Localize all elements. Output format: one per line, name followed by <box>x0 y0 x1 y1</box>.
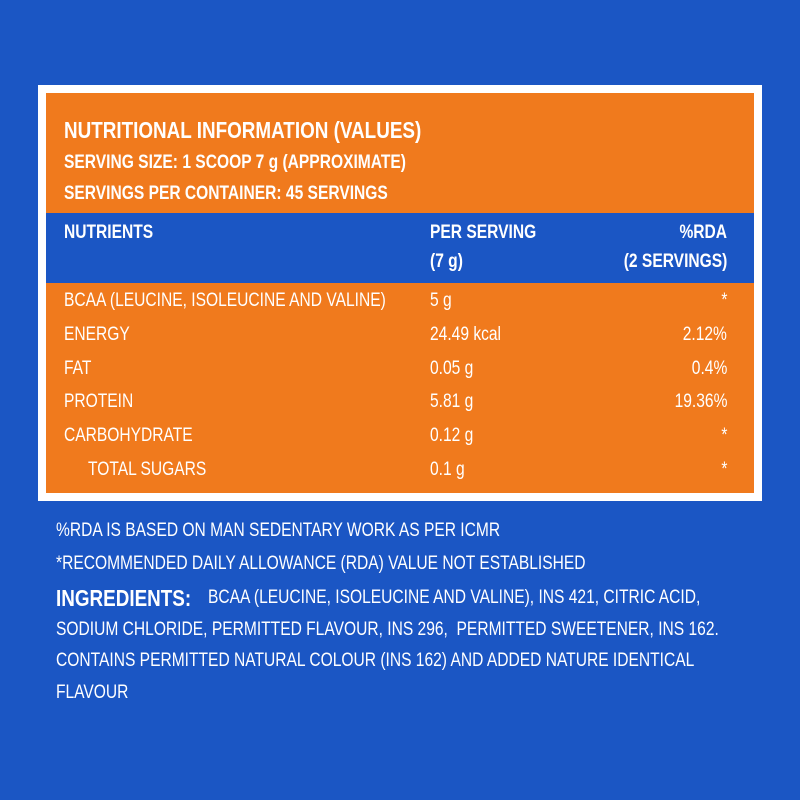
column-header: NUTRIENTS <box>64 222 154 243</box>
nutrient-value: * <box>720 459 727 480</box>
ingredients-text: FLAVOUR <box>56 681 129 703</box>
nutrient-name: CARBOHYDRATE <box>64 425 193 447</box>
footnote: %RDA IS BASED ON MAN SEDENTARY WORK AS P… <box>56 520 501 541</box>
ingredients-text: SODIUM CHLORIDE, PERMITTED FLAVOUR, INS … <box>56 618 719 640</box>
nutrient-value: 0.4% <box>691 357 727 379</box>
nutrient-name: BCAA (LEUCINE, ISOLEUCINE AND VALINE) <box>64 290 386 311</box>
nutrient-value: * <box>720 425 727 447</box>
footnote: *RECOMMENDED DAILY ALLOWANCE (RDA) VALUE… <box>56 553 586 574</box>
nutrient-name: PROTEIN <box>64 391 134 413</box>
title: NUTRITIONAL INFORMATION (VALUES) <box>64 117 422 143</box>
column-header: %RDA <box>679 222 727 243</box>
serving-size: SERVING SIZE: 1 SCOOP 7 g (APPROXIMATE) <box>64 152 406 173</box>
ingredients-label: INGREDIENTS: <box>56 585 192 611</box>
nutrient-name: FAT <box>64 357 92 379</box>
column-header: (2 SERVINGS) <box>623 251 727 272</box>
nutrient-value: 5.81 g <box>430 391 474 413</box>
ingredients-text: CONTAINS PERMITTED NATURAL COLOUR (INS 1… <box>56 650 695 671</box>
nutrient-name: TOTAL SUGARS <box>88 459 207 480</box>
nutrient-value: 0.1 g <box>430 459 465 480</box>
nutrient-value: 0.05 g <box>430 357 474 379</box>
servings-per-container: SERVINGS PER CONTAINER: 45 SERVINGS <box>64 183 388 204</box>
table-header-band <box>46 213 754 283</box>
column-header: (7 g) <box>430 251 463 272</box>
nutrition-box <box>38 85 762 501</box>
nutrient-value: 2.12% <box>682 323 727 345</box>
nutrient-value: 0.12 g <box>430 425 474 447</box>
nutrient-value: 5 g <box>430 290 452 311</box>
nutrient-value: 19.36% <box>674 391 727 413</box>
ingredients-text: BCAA (LEUCINE, ISOLEUCINE AND VALINE), I… <box>208 587 701 608</box>
nutrient-value: 24.49 kcal <box>430 323 502 345</box>
nutrient-value: * <box>720 290 727 311</box>
nutrient-name: ENERGY <box>64 323 130 345</box>
column-header: PER SERVING <box>430 222 537 243</box>
